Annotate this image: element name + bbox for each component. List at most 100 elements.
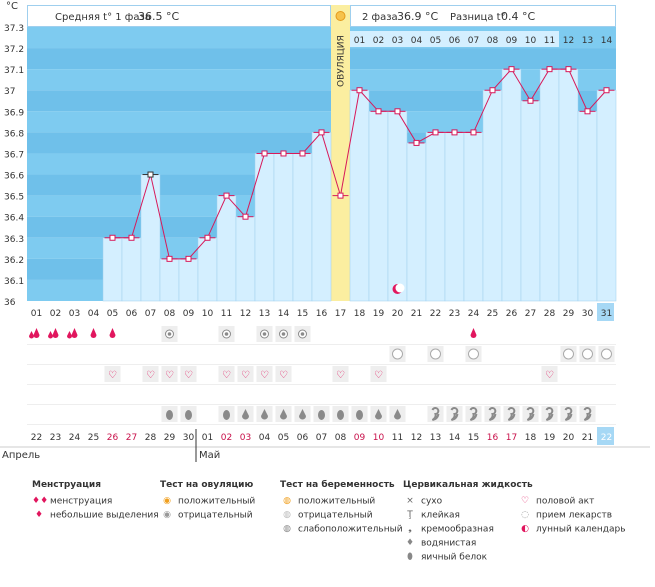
calendar-date-label: 18 — [525, 433, 537, 443]
heart-icon: ♡ — [279, 370, 288, 381]
pregnancy-negative-icon: ◍ — [283, 510, 291, 520]
band — [27, 90, 616, 112]
cycle-day-label: 30 — [582, 309, 594, 319]
calendar-date-label: 14 — [449, 433, 461, 443]
legend-label: клейкая — [421, 510, 460, 521]
legend-label: положительный — [298, 496, 376, 507]
top-day-label: 08 — [487, 36, 499, 46]
calendar-date-label: 17 — [506, 433, 517, 443]
watery-icon — [242, 409, 249, 420]
today-marker — [597, 303, 614, 321]
cycle-day-label: 15 — [297, 309, 308, 319]
legend-ovulation-test: Тест на овуляцию ◉ положительный ◉ отрицат… — [160, 480, 255, 522]
cell-bg — [237, 366, 254, 382]
cycle-day-label: 17 — [335, 309, 346, 319]
temperature-point — [318, 129, 325, 136]
legend-label: лунный календарь — [536, 524, 626, 535]
y-tick-label: 36.7 — [4, 150, 24, 160]
y-unit-label: °C — [6, 1, 18, 12]
temperature-point — [128, 234, 135, 241]
top-day-label: 02 — [373, 36, 384, 46]
blood-drop-icon — [109, 328, 116, 338]
top-day-label: 06 — [449, 36, 461, 46]
temperature-bar — [121, 237, 142, 302]
calendar-date-label: 19 — [544, 433, 556, 443]
heart-icon: ♡ — [260, 370, 269, 381]
today-date-marker — [597, 427, 614, 445]
ovulation-test-dot — [262, 332, 267, 336]
top-day-label: 10 — [525, 36, 537, 46]
cycle-day-label: 22 — [430, 309, 441, 319]
cycle-day-label: 20 — [392, 309, 404, 319]
heart-icon: ♡ — [520, 496, 530, 506]
temperature-point — [451, 129, 458, 136]
temperature-bar — [273, 153, 294, 302]
blood-drop-icon — [33, 328, 40, 338]
cell-bg — [256, 366, 273, 382]
cycle-day-label: 03 — [69, 309, 80, 319]
temperature-point — [603, 87, 610, 94]
cycle-day-label: 26 — [506, 309, 518, 319]
cell-bg — [161, 366, 178, 382]
legend-pregnancy-test: Тест на беременность ◍ положительный ◍ отр… — [280, 480, 403, 536]
cell-bg — [275, 366, 292, 382]
temperature-point — [375, 108, 382, 115]
temperature-bar — [596, 89, 617, 302]
y-tick-label: 37.1 — [4, 66, 24, 76]
cycle-day-label: 07 — [145, 309, 156, 319]
legend-label: половой акт — [536, 496, 595, 507]
calendar-date-label: 23 — [50, 433, 61, 443]
x-axis: 01 02 03 04 05 06 07 08 09 10 11 12 13 14 15 16 17 18 19 20… — [31, 303, 614, 321]
phase2-label: 2 фаза — [362, 12, 398, 23]
y-tick-label: 37.3 — [4, 24, 24, 34]
creamy-icon — [526, 407, 535, 421]
egg-white-icon — [337, 410, 344, 420]
y-tick-label: 36.1 — [4, 277, 24, 287]
top-day-label: 12 — [563, 36, 574, 46]
temperature-point — [299, 150, 306, 157]
temperature-point — [489, 87, 496, 94]
temperature-bar — [482, 89, 503, 302]
egg-white-icon — [318, 410, 325, 420]
cycle-day-label: 29 — [563, 309, 575, 319]
dry-icon: × — [406, 496, 414, 506]
cell-bg — [142, 366, 159, 382]
egg-white-icon — [166, 410, 173, 420]
cycle-day-label: 23 — [449, 309, 460, 319]
temperature-point — [147, 171, 154, 178]
creamy-icon: ❟ — [408, 524, 412, 534]
temperature-point — [166, 255, 173, 262]
cycle-day-label: 28 — [544, 309, 556, 319]
calendar-date-label: 06 — [297, 433, 309, 443]
legend-title: Цервикальная жидкость — [403, 480, 533, 490]
creamy-icon — [507, 407, 516, 421]
top-day-label: 09 — [506, 36, 518, 46]
calendar-date-label: 28 — [145, 433, 157, 443]
temperature-point — [508, 66, 515, 73]
ovulation-test-dot — [224, 332, 229, 336]
temperature-point — [185, 255, 192, 262]
heart-icon: ♡ — [336, 370, 345, 381]
creamy-icon — [469, 407, 478, 421]
diff-value: 0.4 °C — [501, 10, 535, 23]
calendar-date-label: 26 — [107, 433, 119, 443]
temperature-bars — [102, 68, 617, 302]
creamy-icon — [431, 407, 440, 421]
temperature-point — [470, 129, 477, 136]
temperature-bar — [178, 258, 199, 302]
calendar-date-label: 22 — [31, 433, 42, 443]
calendar-dates: 22 23 24 25 26 27 28 29 30 01 02 03 04 05 06 07 08 09 10 11… — [0, 427, 650, 462]
heart-icon: ♡ — [374, 370, 383, 381]
heart-icon: ♡ — [184, 370, 193, 381]
legend-label: небольшие выделения — [50, 510, 159, 521]
band — [27, 48, 616, 70]
calendar-date-label: 16 — [487, 433, 499, 443]
band — [27, 111, 616, 133]
top-day-label: 05 — [430, 36, 441, 46]
pregnancy-test-negative-icon — [601, 348, 612, 360]
calendar-date-label: 11 — [392, 433, 403, 443]
month-label: Май — [199, 450, 220, 461]
calendar-date-label: 02 — [221, 433, 232, 443]
